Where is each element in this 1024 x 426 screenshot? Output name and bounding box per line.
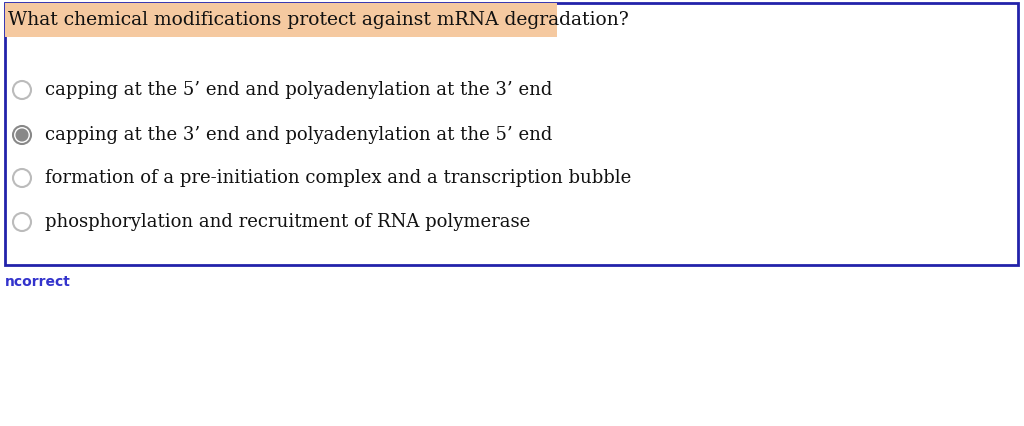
FancyBboxPatch shape <box>5 3 557 37</box>
Circle shape <box>13 81 31 99</box>
Circle shape <box>16 129 28 141</box>
Circle shape <box>13 213 31 231</box>
Text: ncorrect: ncorrect <box>5 275 71 289</box>
Text: phosphorylation and recruitment of RNA polymerase: phosphorylation and recruitment of RNA p… <box>45 213 530 231</box>
Circle shape <box>13 169 31 187</box>
FancyBboxPatch shape <box>5 3 1018 265</box>
Text: capping at the 3’ end and polyadenylation at the 5’ end: capping at the 3’ end and polyadenylatio… <box>45 126 552 144</box>
Text: What chemical modifications protect against mRNA degradation?: What chemical modifications protect agai… <box>8 11 629 29</box>
Text: formation of a pre-initiation complex and a transcription bubble: formation of a pre-initiation complex an… <box>45 169 631 187</box>
Text: capping at the 5’ end and polyadenylation at the 3’ end: capping at the 5’ end and polyadenylatio… <box>45 81 552 99</box>
Circle shape <box>13 126 31 144</box>
